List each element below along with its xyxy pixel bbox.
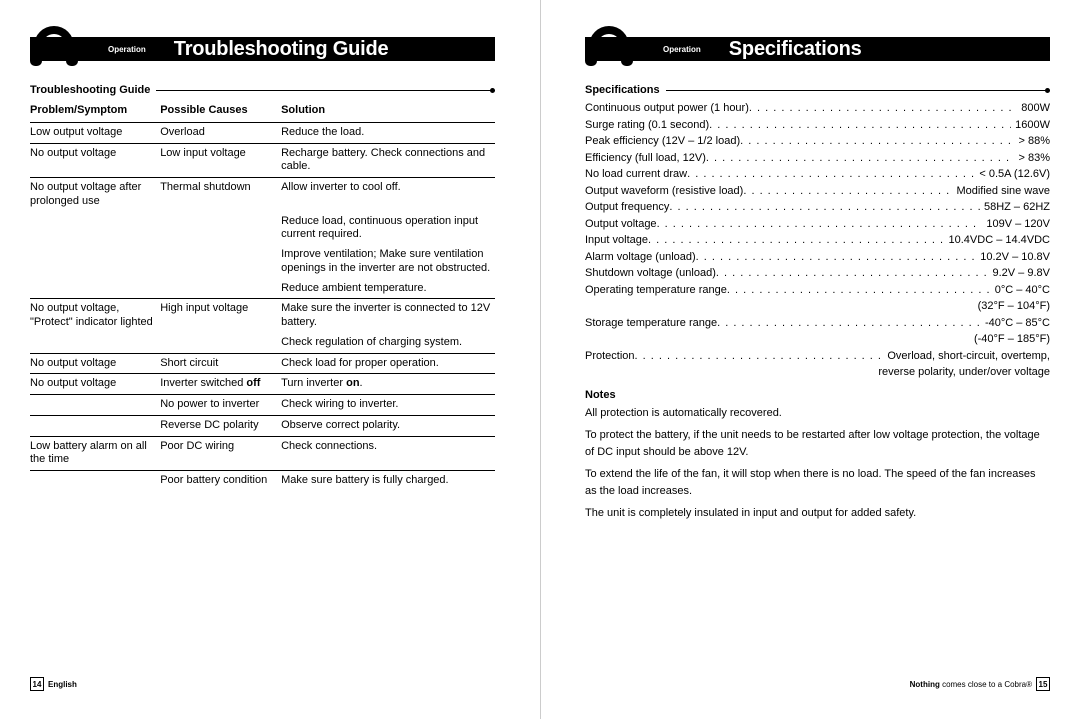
left-page-number: 14 [30,677,44,691]
col-header-causes: Possible Causes [160,100,281,122]
left-page: Operation Troubleshooting Guide Troubles… [0,0,540,719]
right-header-label: Operation [663,45,701,54]
spec-row: Output voltage109V – 120V [585,216,1050,233]
spec-row: Continuous output power (1 hour)800W [585,100,1050,117]
table-row: Check regulation of charging system. [30,333,495,353]
left-footer-lang: English [48,680,77,689]
spec-row: ProtectionOverload, short-circuit, overt… [585,348,1050,365]
table-row: Low output voltageOverloadReduce the loa… [30,122,495,143]
spec-sub: (32°F – 104°F) [585,298,1050,315]
note-item: All protection is automatically recovere… [585,405,1050,422]
spec-sub: reverse polarity, under/over voltage [585,364,1050,381]
right-page: Operation Specifications Specifications … [540,0,1080,719]
table-row: No output voltageLow input voltageRechar… [30,143,495,178]
spec-row: Efficiency (full load, 12V)> 83% [585,150,1050,167]
spec-row: Operating temperature range0°C – 40°C [585,282,1050,299]
table-row: Reverse DC polarityObserve correct polar… [30,415,495,436]
table-row: Reduce load, continuous operation input … [30,212,495,246]
note-item: To extend the life of the fan, it will s… [585,466,1050,499]
spec-row: Output frequency58HZ – 62HZ [585,199,1050,216]
table-row: Reduce ambient temperature. [30,279,495,299]
right-header-title: Specifications [729,38,862,61]
right-page-number: 15 [1036,677,1050,691]
table-row: No output voltage after prolonged useThe… [30,178,495,212]
headphone-icon [22,20,86,68]
table-row: Improve ventilation; Make sure ventilati… [30,245,495,279]
right-footer-tag: Nothing comes close to a Cobra® [910,680,1032,689]
table-row: No output voltageInverter switched offTu… [30,374,495,395]
section-title-text: Specifications [585,84,660,96]
table-row: No output voltage, "Protect" indicator l… [30,299,495,333]
spec-sub: (-40°F – 185°F) [585,331,1050,348]
right-section-title: Specifications [585,84,1050,96]
spec-row: Output waveform (resistive load)Modified… [585,183,1050,200]
left-header: Operation Troubleshooting Guide [30,30,495,68]
notes-title-text: Notes [585,389,616,401]
right-footer: Nothing comes close to a Cobra® 15 [910,677,1050,691]
col-header-solution: Solution [281,100,495,122]
left-header-label: Operation [108,45,146,54]
left-section-title: Troubleshooting Guide [30,84,495,96]
spec-row: Storage temperature range-40°C – 85°C [585,315,1050,332]
right-header: Operation Specifications [585,30,1050,68]
left-footer: 14 English [30,677,77,691]
spec-row: Peak efficiency (12V – 1/2 load)> 88% [585,133,1050,150]
notes-list: All protection is automatically recovere… [585,405,1050,528]
specifications-list: Continuous output power (1 hour)800WSurg… [585,100,1050,381]
notes-title: Notes [585,389,1050,401]
table-row: Poor battery conditionMake sure battery … [30,471,495,491]
table-row: No output voltageShort circuitCheck load… [30,353,495,374]
spec-row: Alarm voltage (unload)10.2V – 10.8V [585,249,1050,266]
table-row: No power to inverterCheck wiring to inve… [30,395,495,416]
headphone-icon [577,20,641,68]
troubleshooting-table: Problem/Symptom Possible Causes Solution… [30,100,495,491]
spec-row: Input voltage10.4VDC – 14.4VDC [585,232,1050,249]
spec-row: Surge rating (0.1 second)1600W [585,117,1050,134]
spec-row: No load current draw< 0.5A (12.6V) [585,166,1050,183]
left-header-title: Troubleshooting Guide [174,38,389,61]
spec-row: Shutdown voltage (unload)9.2V – 9.8V [585,265,1050,282]
section-title-text: Troubleshooting Guide [30,84,150,96]
note-item: To protect the battery, if the unit need… [585,427,1050,460]
table-row: Low battery alarm on all the timePoor DC… [30,436,495,471]
col-header-problem: Problem/Symptom [30,100,160,122]
note-item: The unit is completely insulated in inpu… [585,505,1050,522]
